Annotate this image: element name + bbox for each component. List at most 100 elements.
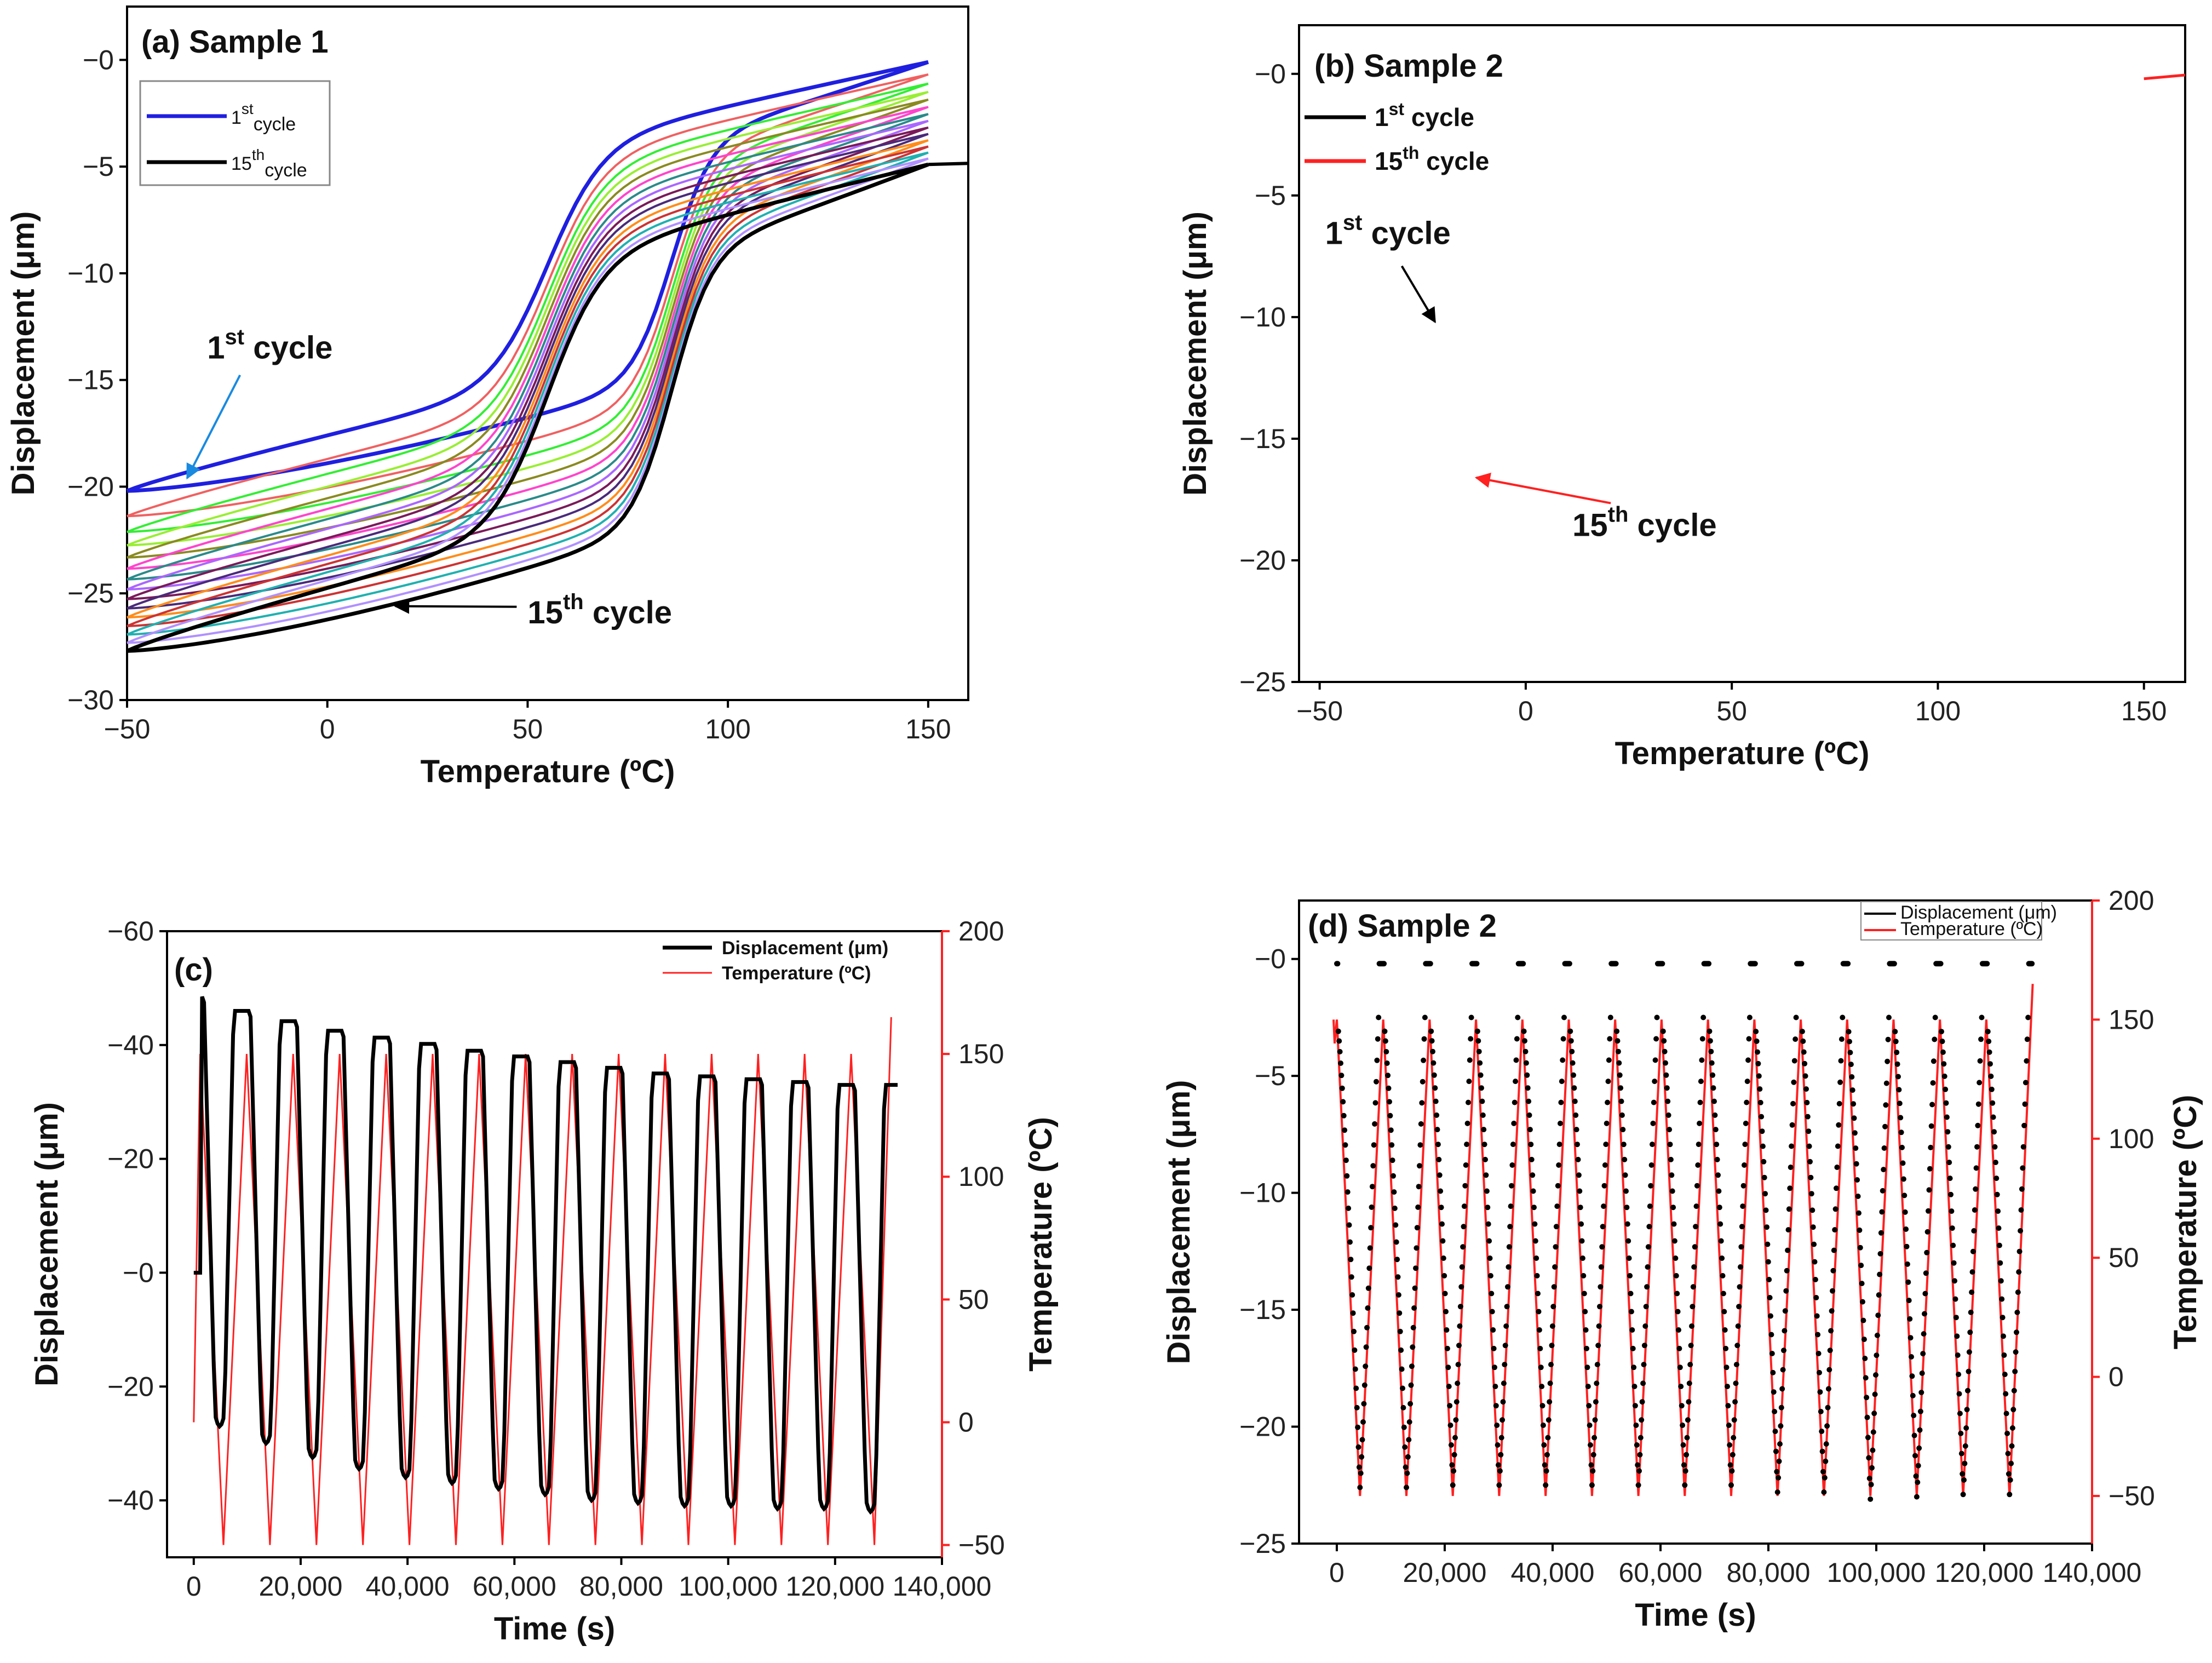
displacement-point [1568,1038,1574,1044]
displacement-point [1949,1225,1955,1231]
displacement-point [1475,1038,1481,1044]
displacement-point [1389,1157,1395,1163]
displacement-point [1339,1085,1345,1091]
displacement-point [1652,1079,1658,1085]
displacement-point [1985,1029,1991,1035]
displacement-point [1575,1156,1581,1162]
displacement-point [1429,1038,1435,1044]
displacement-point [1622,1156,1628,1162]
displacement-point [1506,1244,1512,1250]
displacement-point [1962,1443,1968,1449]
displacement-point [1815,1332,1821,1338]
y-tick-label: −10 [1239,1178,1286,1208]
displacement-point [1543,1482,1549,1488]
displacement-point [1363,1363,1369,1369]
annotation-label: 15th cycle [527,590,672,630]
displacement-point [1585,1384,1591,1390]
displacement-point [1948,1191,1954,1197]
displacement-point [1640,1380,1646,1386]
displacement-series [193,996,898,1515]
y-tick-label: −25 [1239,1528,1286,1559]
displacement-point [1793,1014,1799,1020]
displacement-point [1845,961,1851,967]
displacement-point [1884,1058,1891,1064]
displacement-point [1725,1384,1730,1390]
x-tick-label: 140,000 [893,1571,992,1602]
displacement-point [1514,1036,1520,1042]
displacement-point [1485,1205,1491,1211]
y-axis-label: Displacement (μm) [1177,211,1213,496]
displacement-point [1836,1100,1842,1106]
y2-tick-label: 200 [958,916,1004,947]
y-tick-label: −10 [67,258,114,289]
displacement-point [1434,1127,1440,1133]
displacement-point [1992,1160,1998,1166]
displacement-point [1909,1373,1915,1379]
displacement-point [1468,1036,1474,1042]
displacement-point [1566,961,1572,967]
displacement-point [1818,1409,1824,1414]
displacement-point [1435,1142,1441,1148]
displacement-point [1688,1343,1694,1349]
displacement-point [1788,1165,1794,1170]
displacement-point [1866,1455,1872,1461]
displacement-point [1395,1274,1401,1280]
displacement-point [1529,1156,1535,1162]
displacement-point [1975,1101,1981,1107]
displacement-point [1718,1238,1724,1244]
legend-superscript: st [242,100,254,117]
displacement-point [1336,1038,1342,1044]
annotation-superscript: th [563,590,584,614]
displacement-point [2006,1471,2012,1477]
displacement-point [1878,1230,1884,1236]
displacement-point [2000,1315,2006,1321]
displacement-point [1410,1344,1416,1350]
displacement-point [1720,1291,1726,1297]
displacement-point [1669,1172,1675,1178]
displacement-point [2019,1186,2025,1192]
displacement-point [1840,1014,1846,1020]
displacement-point [1561,1014,1567,1020]
displacement-point [1719,1255,1725,1261]
displacement-point [1716,1188,1722,1194]
cycle-tail [2144,73,2186,81]
displacement-point [1722,1327,1728,1333]
displacement-point [1774,1469,1780,1475]
displacement-point [1659,961,1665,967]
displacement-point [1532,1238,1538,1244]
displacement-point [1536,1309,1542,1315]
displacement-point [1671,1221,1677,1227]
displacement-point [1907,1316,1913,1322]
displacement-point [1762,1191,1768,1197]
displacement-point [1369,1184,1375,1190]
y2-axis-label: Temperature (ºC) [2168,1095,2203,1350]
displacement-point [1420,1079,1426,1085]
displacement-point [1968,1309,1974,1315]
displacement-point [1832,1206,1838,1212]
displacement-point [1707,1028,1713,1034]
displacement-point [1553,1224,1559,1230]
displacement-point [1961,1477,1967,1483]
displacement-point [1360,1419,1366,1425]
displacement-point [1487,1255,1493,1261]
y-tick-label: −25 [67,578,114,609]
displacement-point [1857,1227,1863,1233]
y2-tick-label: −50 [2108,1481,2155,1511]
plot-frame [1298,24,2186,683]
displacement-point [1930,1080,1936,1086]
displacement-point [1972,1207,1978,1213]
displacement-point [2008,1460,2014,1466]
x-tick-label: 40,000 [366,1571,450,1602]
displacement-point [1922,1291,1928,1297]
y-tick-label: −5 [1255,1060,1286,1091]
displacement-point [1650,1120,1656,1126]
displacement-point [1908,1335,1914,1341]
displacement-point [1538,1364,1544,1370]
displacement-point [1347,1239,1353,1245]
displacement-point [1714,1156,1720,1162]
displacement-point [1875,1312,1881,1318]
displacement-point [1461,1203,1467,1209]
displacement-point [1662,1048,1668,1054]
displacement-point [1499,1417,1506,1423]
displacement-point [1578,1221,1584,1227]
